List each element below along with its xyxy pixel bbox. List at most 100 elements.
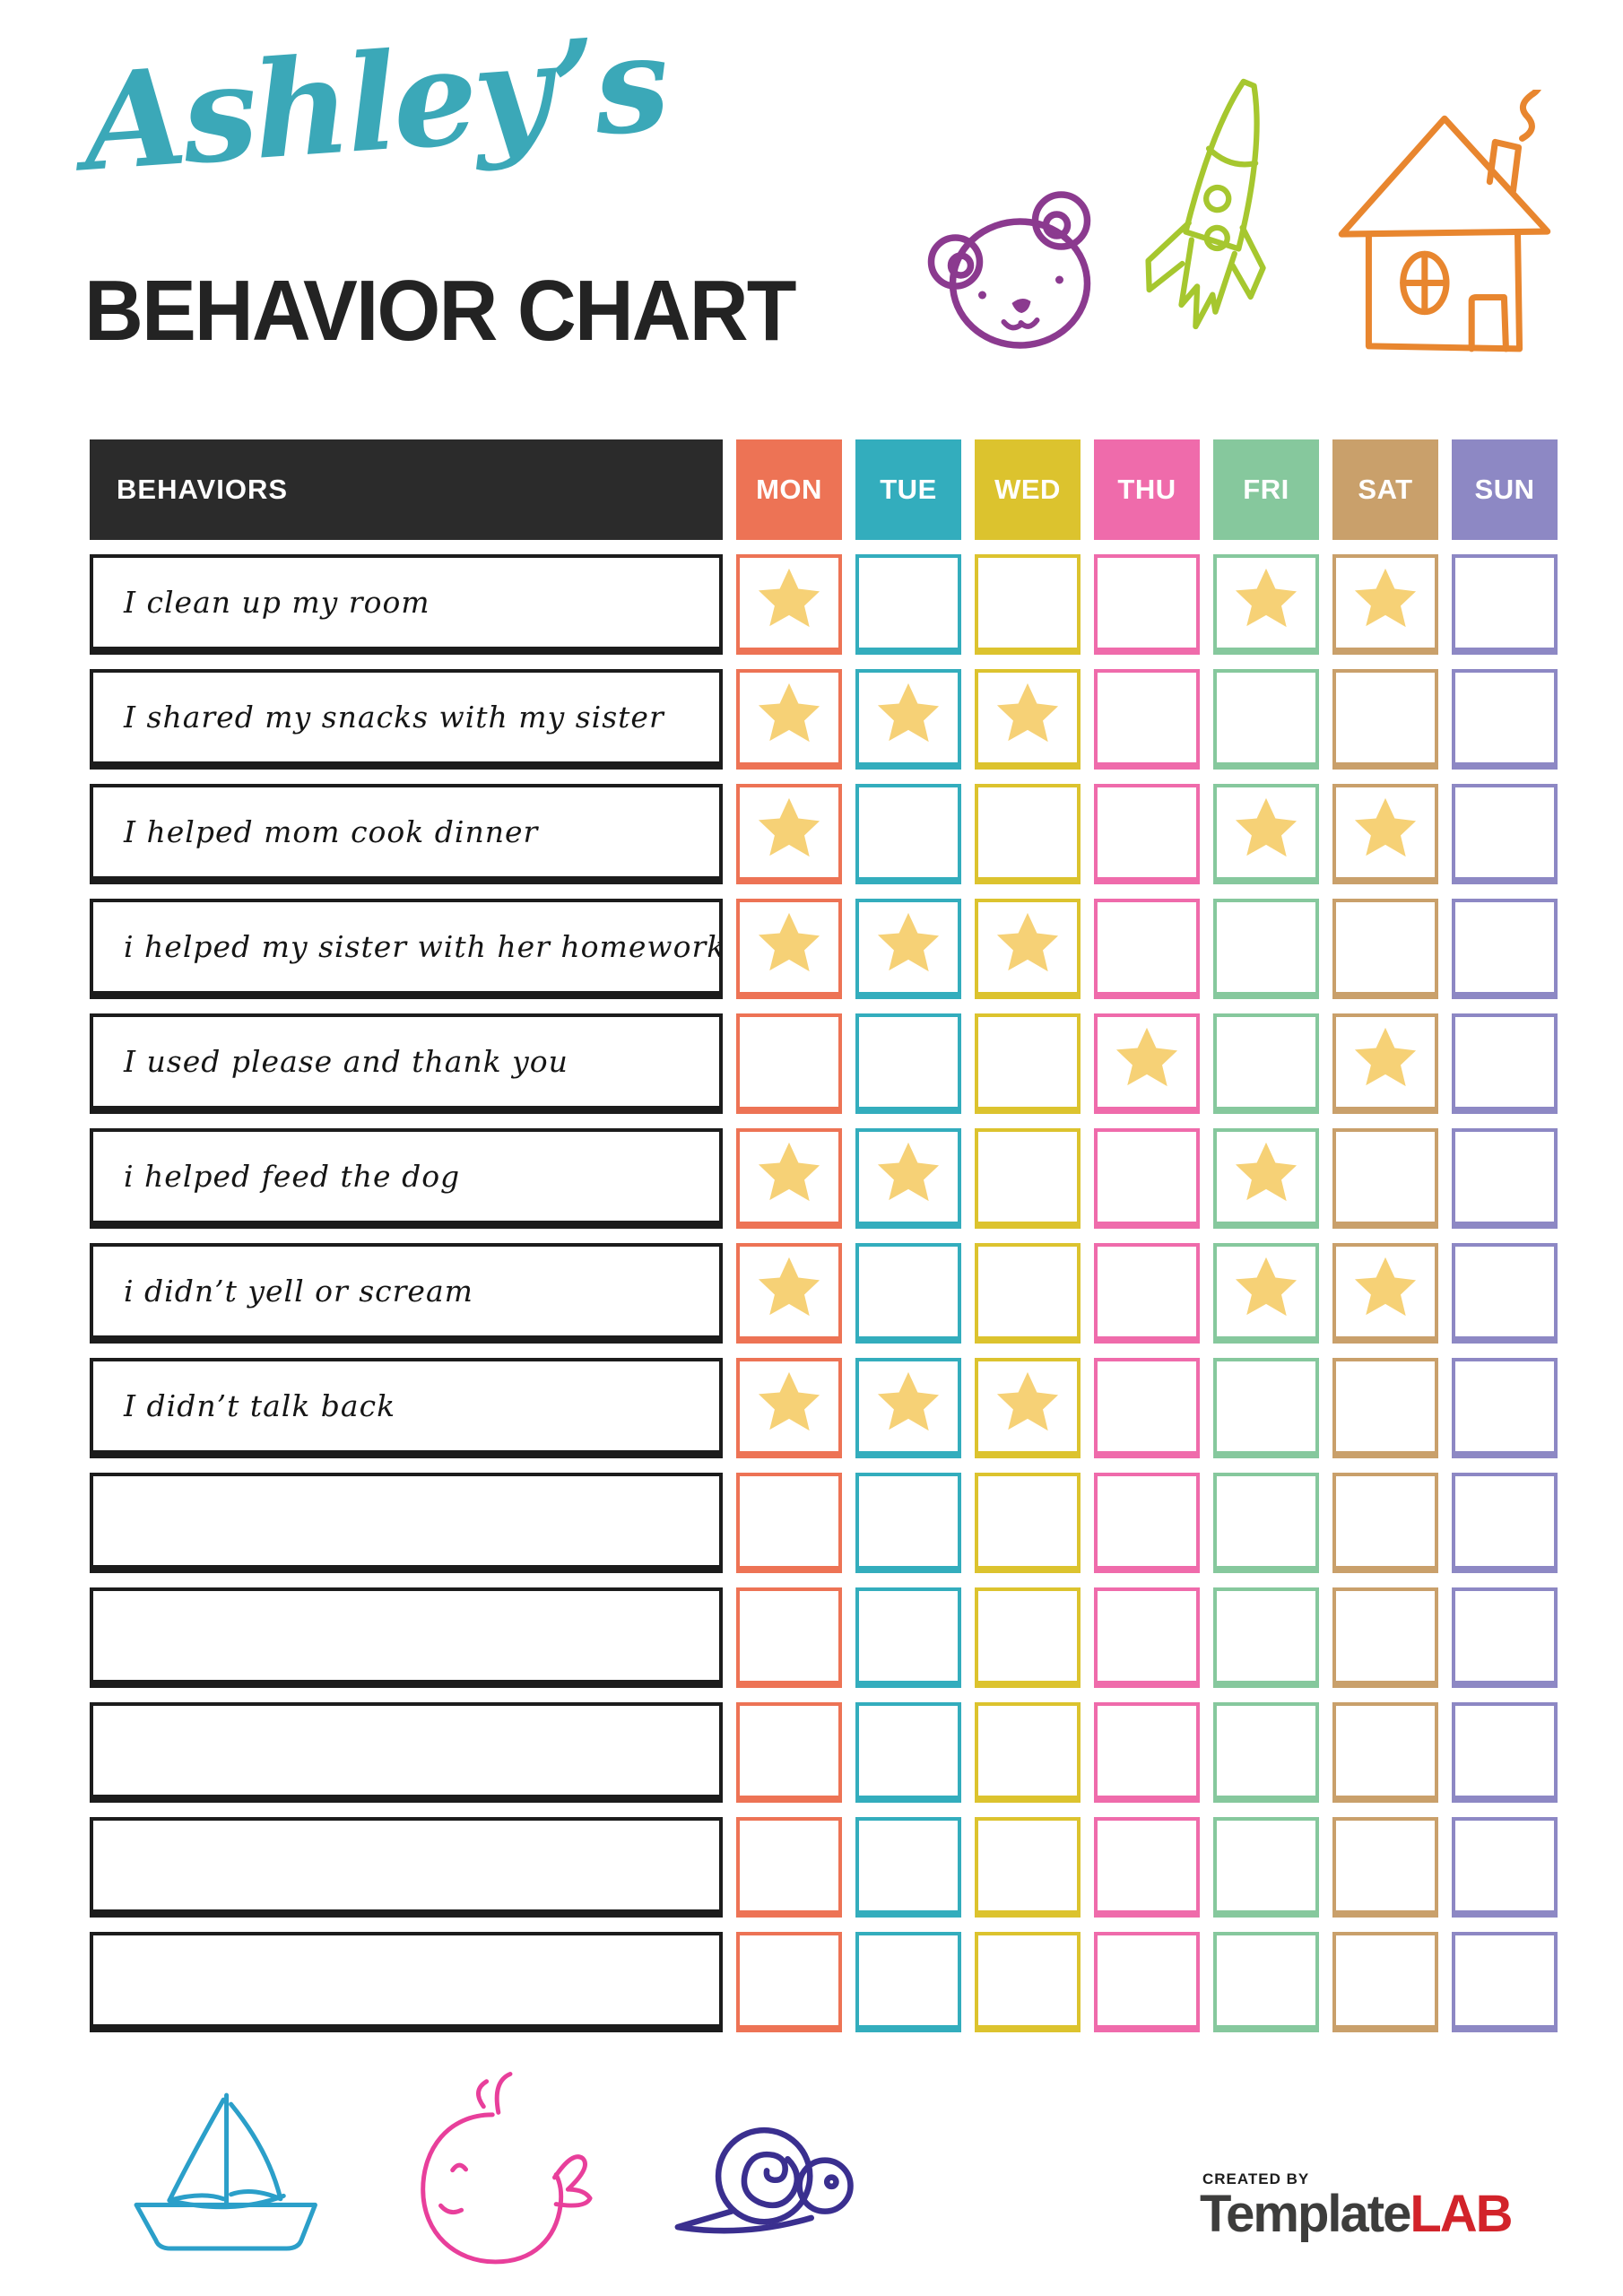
behavior-label: I clean up my room	[90, 554, 723, 655]
day-cell-sun	[1452, 1128, 1558, 1229]
day-cell-sun	[1452, 1243, 1558, 1344]
day-cell-wed	[975, 1358, 1081, 1458]
behaviors-header: BEHAVIORS	[90, 439, 723, 540]
day-cell-sun	[1452, 554, 1558, 655]
day-header-thu: THU	[1094, 439, 1200, 540]
behavior-label: I helped mom cook dinner	[90, 784, 723, 884]
day-cell-tue	[855, 669, 961, 770]
star-icon	[877, 1142, 940, 1202]
star-icon	[758, 797, 820, 857]
day-cell-wed	[975, 784, 1081, 884]
day-cell-sun	[1452, 1702, 1558, 1803]
child-name-title: Ashley’s	[77, 4, 671, 202]
behavior-label	[90, 1702, 723, 1803]
day-cell-sat	[1332, 1932, 1438, 2032]
day-cell-tue	[855, 1702, 961, 1803]
brand-name: TemplateLAB	[1200, 2188, 1558, 2240]
bear-doodle-icon	[924, 190, 1119, 352]
day-cell-fri	[1213, 1243, 1319, 1344]
day-cell-wed	[975, 1932, 1081, 2032]
day-cell-thu	[1094, 1702, 1200, 1803]
page-title: BEHAVIOR CHART	[84, 263, 796, 359]
day-cell-wed	[975, 1702, 1081, 1803]
table-row	[90, 1587, 1558, 1688]
star-icon	[1235, 568, 1298, 628]
table-row: I clean up my room	[90, 554, 1558, 655]
behavior-label: i helped my sister with her homework	[90, 899, 723, 999]
day-cell-wed	[975, 899, 1081, 999]
behavior-label	[90, 1587, 723, 1688]
day-cell-sat	[1332, 1473, 1438, 1573]
day-cell-tue	[855, 899, 961, 999]
day-cell-mon	[736, 1128, 842, 1229]
star-icon	[877, 1371, 940, 1431]
star-icon	[996, 683, 1059, 743]
day-cell-sun	[1452, 1932, 1558, 2032]
star-icon	[1235, 797, 1298, 857]
star-icon	[1115, 1027, 1178, 1087]
day-cell-sun	[1452, 1817, 1558, 1918]
day-header-sat: SAT	[1332, 439, 1438, 540]
day-cell-wed	[975, 1473, 1081, 1573]
day-cell-mon	[736, 669, 842, 770]
house-doodle-icon	[1334, 90, 1560, 361]
star-icon	[996, 1371, 1059, 1431]
day-cell-sat	[1332, 554, 1438, 655]
day-cell-mon	[736, 1473, 842, 1573]
day-cell-mon	[736, 1587, 842, 1688]
day-cell-sat	[1332, 1128, 1438, 1229]
day-cell-wed	[975, 554, 1081, 655]
table-row	[90, 1817, 1558, 1918]
day-cell-wed	[975, 1128, 1081, 1229]
day-cell-sat	[1332, 1013, 1438, 1114]
day-cell-fri	[1213, 554, 1319, 655]
star-icon	[1354, 568, 1417, 628]
day-cell-mon	[736, 899, 842, 999]
day-cell-tue	[855, 1587, 961, 1688]
day-cell-thu	[1094, 1358, 1200, 1458]
day-cell-thu	[1094, 1243, 1200, 1344]
day-header-mon: MON	[736, 439, 842, 540]
table-header-row: BEHAVIORS MON TUE WED THU FRI SAT SUN	[90, 439, 1558, 540]
rocket-doodle-icon	[1132, 72, 1302, 381]
day-cell-tue	[855, 784, 961, 884]
day-cell-sat	[1332, 1587, 1438, 1688]
whale-doodle-icon	[402, 2059, 606, 2270]
table-row	[90, 1932, 1558, 2032]
created-by-label: CREATED BY	[1202, 2170, 1310, 2187]
behavior-label	[90, 1473, 723, 1573]
day-cell-fri	[1213, 1587, 1319, 1688]
day-cell-sat	[1332, 1702, 1438, 1803]
star-icon	[1354, 1257, 1417, 1317]
day-cell-sun	[1452, 784, 1558, 884]
snail-doodle-icon	[662, 2118, 870, 2239]
behavior-label: I used please and thank you	[90, 1013, 723, 1114]
day-cell-fri	[1213, 1932, 1319, 2032]
day-cell-fri	[1213, 1013, 1319, 1114]
behavior-label: i helped feed the dog	[90, 1128, 723, 1229]
day-cell-thu	[1094, 1932, 1200, 2032]
day-cell-sat	[1332, 784, 1438, 884]
day-cell-mon	[736, 1702, 842, 1803]
star-icon	[758, 568, 820, 628]
star-icon	[758, 683, 820, 743]
star-icon	[1235, 1142, 1298, 1202]
day-header-wed: WED	[975, 439, 1081, 540]
day-cell-wed	[975, 1013, 1081, 1114]
day-cell-tue	[855, 1817, 961, 1918]
day-cell-mon	[736, 1932, 842, 2032]
day-cell-sat	[1332, 669, 1438, 770]
day-cell-tue	[855, 1243, 961, 1344]
day-cell-sun	[1452, 1587, 1558, 1688]
day-cell-thu	[1094, 1817, 1200, 1918]
star-icon	[758, 1142, 820, 1202]
table-row: I shared my snacks with my sister	[90, 669, 1558, 770]
day-cell-fri	[1213, 1128, 1319, 1229]
day-cell-wed	[975, 1243, 1081, 1344]
table-row: I used please and thank you	[90, 1013, 1558, 1114]
day-cell-fri	[1213, 1473, 1319, 1573]
brand-template: Template	[1200, 2185, 1411, 2243]
day-cell-tue	[855, 1932, 961, 2032]
behavior-label: I didn’t talk back	[90, 1358, 723, 1458]
